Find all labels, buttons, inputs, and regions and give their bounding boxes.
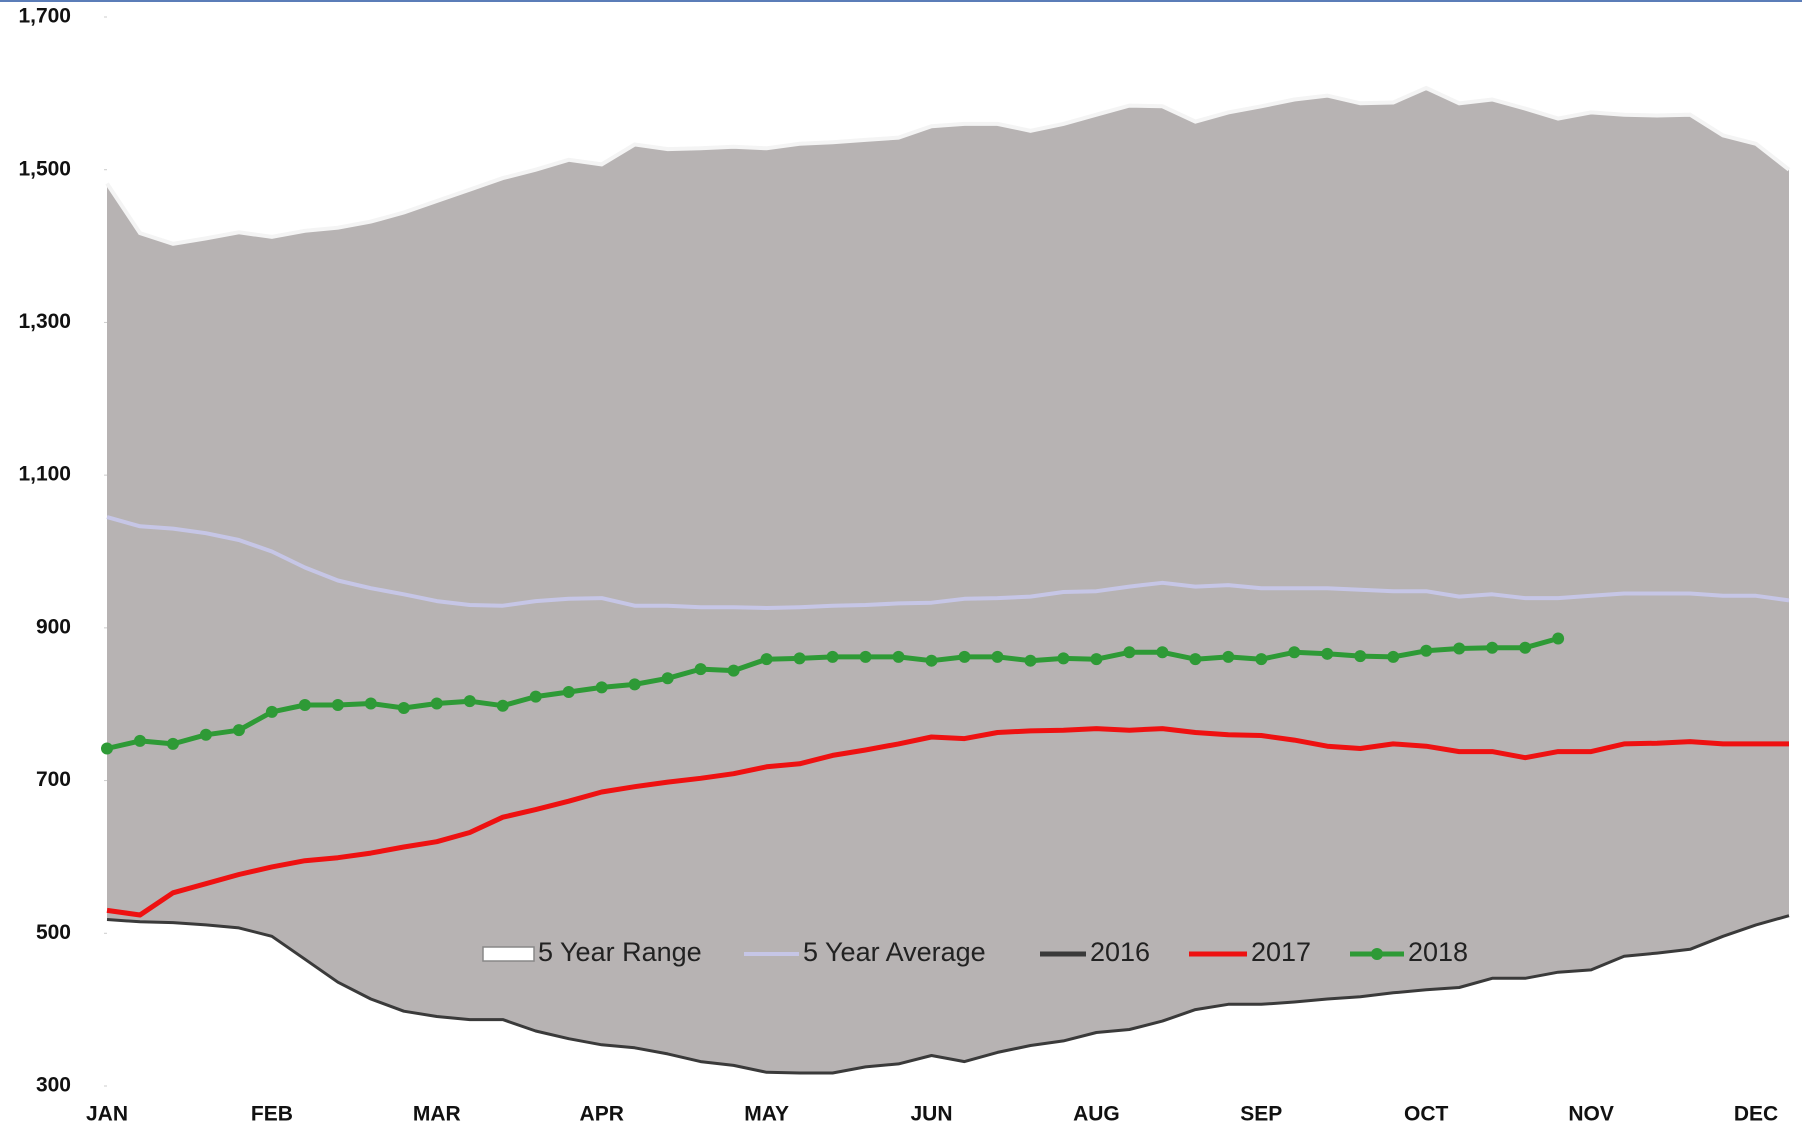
series-marker <box>101 742 113 755</box>
x-tick-label: NOV <box>1568 1103 1614 1126</box>
series-marker <box>265 705 278 718</box>
series-marker <box>1420 644 1433 657</box>
series-marker <box>298 698 311 711</box>
legend-swatch <box>482 946 535 962</box>
series-marker <box>1354 650 1367 663</box>
series-marker <box>1156 646 1169 659</box>
series-marker <box>1024 654 1037 667</box>
series-line <box>106 914 1790 1075</box>
series-marker <box>958 650 971 663</box>
legend-label: 2018 <box>1408 937 1468 967</box>
series-line <box>106 726 1789 918</box>
series-marker <box>1057 652 1070 665</box>
series-marker <box>595 681 608 694</box>
series-marker <box>1222 650 1235 663</box>
y-tick-label: 700 <box>36 768 71 791</box>
x-tick-label: JAN <box>86 1103 128 1126</box>
series-marker <box>826 650 839 663</box>
series-marker <box>1552 632 1565 645</box>
series-marker <box>430 697 443 710</box>
x-tick-label: DEC <box>1734 1103 1778 1126</box>
x-tick-label: JUN <box>911 1103 953 1126</box>
series-marker <box>1189 653 1202 666</box>
series-marker <box>628 678 641 691</box>
series-marker <box>892 650 905 663</box>
y-tick-label: 1,300 <box>18 310 71 333</box>
series-marker <box>1453 642 1466 655</box>
series-marker <box>1321 647 1334 660</box>
series-marker <box>232 724 245 737</box>
series-marker <box>496 699 509 712</box>
legend-label: 5 Year Average <box>803 937 986 967</box>
y-tick-label: 500 <box>36 921 71 944</box>
series-line <box>106 515 1790 610</box>
x-tick-label: OCT <box>1404 1103 1449 1126</box>
series-marker <box>760 653 773 666</box>
series-marker <box>397 702 410 715</box>
range-top-edge <box>105 85 1791 246</box>
series-marker <box>199 728 212 741</box>
series-marker <box>331 698 344 711</box>
legend-marker <box>1371 948 1383 960</box>
series-marker <box>1090 653 1103 666</box>
range-area <box>107 88 1789 1073</box>
x-tick-label: MAY <box>744 1103 789 1126</box>
legend-label: 5 Year Range <box>538 937 702 967</box>
series-marker <box>991 650 1004 663</box>
series-marker <box>133 734 146 747</box>
x-tick-label: FEB <box>251 1103 293 1126</box>
legend-label: 2017 <box>1251 937 1311 967</box>
y-tick-label: 300 <box>36 1074 71 1097</box>
series-marker <box>793 652 806 665</box>
series-marker <box>859 650 872 663</box>
series-marker <box>562 685 575 698</box>
series-marker <box>1123 646 1136 659</box>
series-marker <box>925 654 938 667</box>
series-marker <box>1288 646 1301 659</box>
series-marker <box>529 690 542 703</box>
y-tick-label: 1,700 <box>18 5 71 28</box>
y-tick-label: 900 <box>36 615 71 638</box>
x-tick-label: SEP <box>1240 1103 1282 1126</box>
x-tick-label: APR <box>580 1103 624 1126</box>
series-marker <box>1519 641 1532 654</box>
series-marker <box>364 697 377 710</box>
x-tick-label: AUG <box>1073 1103 1120 1126</box>
legend-label: 2016 <box>1090 937 1150 967</box>
series-marker <box>463 695 476 708</box>
series-marker <box>727 664 740 677</box>
series-marker <box>1387 650 1400 663</box>
y-tick-label: 1,500 <box>18 157 71 180</box>
series-marker <box>1486 641 1499 654</box>
series-marker <box>694 663 707 676</box>
x-tick-label: MAR <box>413 1103 461 1126</box>
series-marker <box>661 672 674 685</box>
y-tick-label: 1,100 <box>18 463 71 486</box>
series-marker <box>166 737 179 750</box>
series-marker <box>1255 653 1268 666</box>
